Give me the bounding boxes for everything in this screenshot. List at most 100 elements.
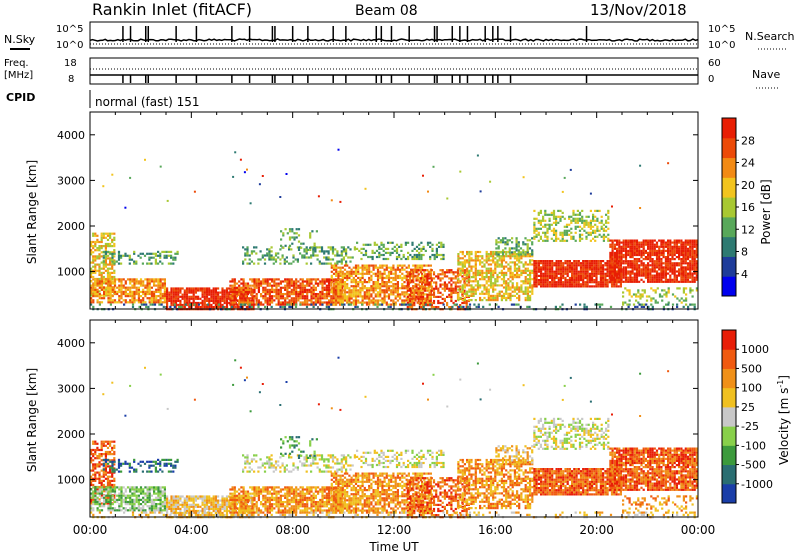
heatmap-cell	[507, 278, 510, 281]
heatmap-cell	[337, 299, 340, 302]
heatmap-cell	[479, 299, 482, 302]
heatmap-cell	[695, 251, 698, 254]
beam-title: Beam 08	[355, 3, 418, 19]
heatmap-cell	[203, 293, 206, 296]
heatmap-cell	[682, 253, 685, 257]
heatmap-cell	[94, 288, 97, 291]
heatmap-cell	[233, 280, 236, 283]
heatmap-cell	[474, 265, 477, 268]
heatmap-cell	[399, 264, 402, 267]
heatmap-cell	[168, 299, 171, 302]
heatmap-cell	[496, 280, 499, 283]
heatmap-cell	[542, 279, 545, 282]
heatmap-cell	[144, 295, 147, 298]
heatmap-cell	[619, 266, 622, 269]
heatmap-cell	[596, 227, 599, 230]
heatmap-cell	[359, 276, 362, 280]
heatmap-cell	[90, 240, 93, 244]
heatmap-cell	[584, 268, 587, 271]
heatmap-cell	[124, 282, 127, 285]
heatmap-cell	[357, 266, 360, 269]
heatmap-cell	[336, 252, 339, 255]
heatmap-cell	[311, 230, 314, 233]
heatmap-cell	[303, 303, 307, 306]
heatmap-cell	[387, 272, 391, 275]
heatmap-cell	[629, 272, 632, 275]
heatmap-cell	[502, 276, 506, 279]
heatmap-cell	[559, 268, 563, 271]
heatmap-cell	[205, 306, 209, 309]
heatmap-cell	[131, 290, 134, 293]
heatmap-cell	[402, 253, 405, 257]
heatmap-cell	[627, 266, 630, 269]
heatmap-cell	[483, 278, 486, 281]
heatmap-cell	[420, 253, 423, 257]
heatmap-cell	[383, 276, 386, 280]
heatmap-cell	[273, 280, 276, 283]
heatmap-cell	[573, 272, 576, 275]
heatmap-cell	[104, 263, 107, 266]
heatmap-cell	[416, 264, 419, 267]
heatmap-cell	[354, 303, 358, 306]
heatmap-cell	[411, 291, 414, 294]
heatmap-cell	[544, 219, 547, 222]
heatmap-cell	[613, 278, 616, 281]
heatmap-cell	[481, 255, 484, 258]
heatmap-cell	[502, 253, 505, 256]
heatmap-cell	[647, 268, 650, 271]
heatmap-cell	[205, 297, 209, 300]
heatmap-cell	[595, 264, 598, 267]
heatmap-cell	[273, 290, 276, 294]
heatmap-cell	[188, 306, 191, 309]
heatmap-cell	[374, 287, 377, 290]
heatmap-cell	[360, 247, 363, 250]
heatmap-cell	[555, 223, 558, 226]
heatmap-cell	[693, 258, 696, 261]
heatmap-cell	[418, 266, 421, 269]
heatmap-cell	[616, 266, 619, 269]
heatmap-cell	[426, 283, 429, 286]
heatmap-cell	[508, 249, 511, 252]
heatmap-cell	[606, 264, 609, 267]
heatmap-cell	[339, 274, 342, 277]
heatmap-cell	[684, 245, 687, 248]
heatmap-cell	[109, 301, 112, 304]
heatmap-cell	[568, 285, 571, 288]
heatmap-cell	[372, 266, 375, 269]
heatmap-cell	[618, 270, 621, 273]
heatmap-cell	[376, 266, 380, 269]
heatmap-cell	[392, 301, 395, 304]
heatmap-cell	[142, 284, 145, 287]
heatmap-cell	[172, 287, 175, 290]
heatmap-cell	[94, 278, 97, 281]
heatmap-cell	[176, 252, 179, 255]
heatmap-cell	[399, 276, 402, 280]
heatmap-cell	[422, 297, 425, 300]
heatmap-cell	[479, 296, 482, 300]
heatmap-cell	[587, 233, 590, 236]
heatmap-cell	[620, 270, 623, 273]
heatmap-cell	[96, 278, 99, 281]
heatmap-cell	[468, 284, 471, 287]
heatmap-cell	[647, 270, 650, 273]
heatmap-cell	[622, 268, 625, 271]
heatmap-cell	[594, 209, 597, 212]
heatmap-cell	[109, 292, 112, 296]
heatmap-cell	[336, 262, 339, 265]
heatmap-cell	[109, 288, 112, 291]
heatmap-cell	[342, 248, 345, 251]
heatmap-cell	[550, 211, 553, 214]
heatmap-cell	[555, 285, 558, 288]
heatmap-cell	[417, 273, 420, 276]
heatmap-cell	[394, 287, 397, 290]
heatmap-cell	[565, 223, 569, 226]
heatmap-cell	[563, 229, 566, 232]
heatmap-cell	[111, 290, 114, 293]
heatmap-cell	[321, 280, 324, 283]
heatmap-cell	[494, 269, 497, 272]
heatmap-cell	[94, 269, 97, 272]
heatmap-cell	[339, 268, 342, 271]
heatmap-cell	[357, 276, 360, 280]
heatmap-cell	[633, 266, 636, 269]
heatmap-cell	[335, 299, 338, 302]
